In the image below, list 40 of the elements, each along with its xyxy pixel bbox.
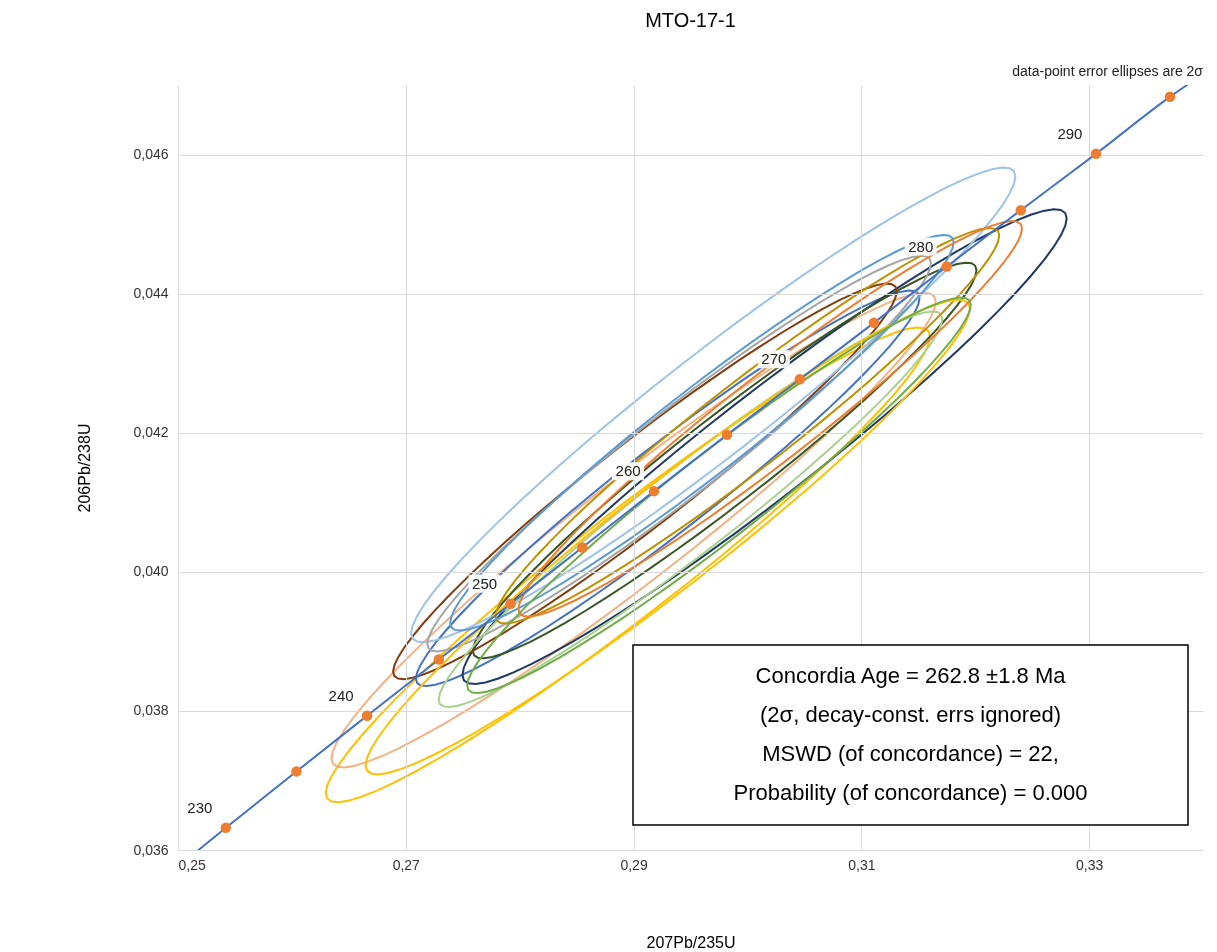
annotation: 230 (187, 798, 213, 816)
point (1164, 91, 1176, 103)
y-tick-label: 0,038 (133, 702, 169, 719)
annotation: 290 (1057, 124, 1083, 142)
point (220, 822, 232, 833)
annotation: Concordia Age = 262.8 ±1.8 Ma (755, 663, 1067, 688)
point (721, 429, 733, 441)
annotation: MSWD (of concordance) = 22, (762, 741, 1059, 766)
y-tick-label: 0,042 (133, 424, 169, 441)
y-tick-label: 0,046 (133, 146, 169, 163)
annotation: 260 (615, 462, 641, 480)
y-tick-label: 0,040 (133, 563, 169, 580)
chart-subtitle: data-point error ellipses are 2σ (1012, 63, 1204, 79)
annotation: 280 (908, 237, 934, 255)
point (1015, 204, 1027, 216)
x-tick-label: 0,33 (1075, 856, 1104, 873)
point (361, 710, 373, 722)
annotation: 270 (761, 350, 787, 368)
x-tick-label: 0,31 (848, 856, 876, 873)
x-tick-label: 0,29 (620, 856, 648, 873)
point (794, 373, 806, 385)
x-tick-label: 0,27 (392, 856, 421, 873)
x-tick-label: 0,25 (178, 856, 206, 873)
y-axis-title: 206Pb/238U (76, 423, 94, 513)
annotation: 250 (472, 574, 498, 592)
annotation: Probability (of concordance) = 0.000 (733, 780, 1088, 805)
point (1090, 148, 1102, 160)
x-axis-title: 207Pb/235U (646, 933, 736, 951)
point (291, 766, 302, 777)
annotation: (2σ, decay-const. errs ignored) (760, 702, 1061, 727)
point (868, 317, 880, 329)
point (505, 598, 516, 610)
y-tick-label: 0,036 (133, 841, 169, 858)
y-tick-label: 0,044 (133, 285, 169, 302)
point (577, 542, 588, 553)
annotation: 240 (328, 686, 354, 704)
point (648, 485, 660, 497)
chart-title: MTO-17-1 (645, 9, 736, 31)
point (941, 261, 952, 272)
point (433, 654, 445, 665)
